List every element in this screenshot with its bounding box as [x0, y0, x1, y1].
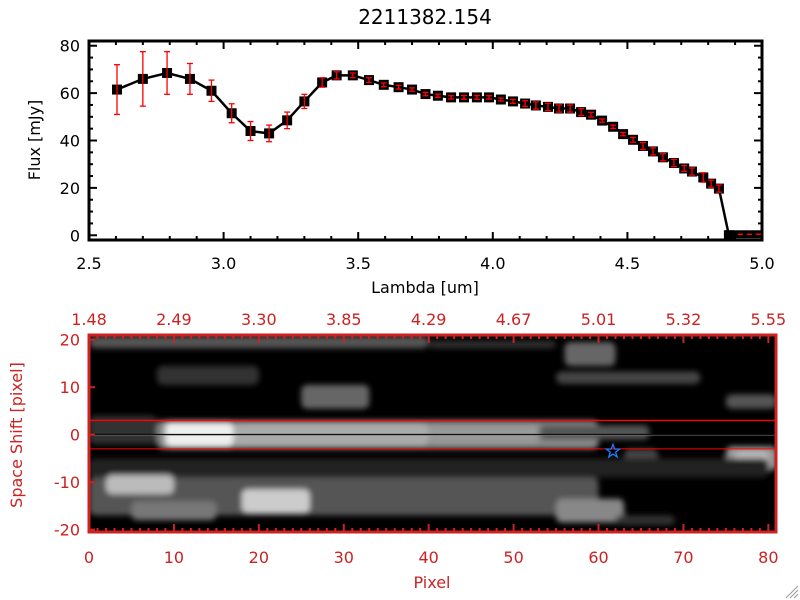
x-tick-label: 3.0: [211, 254, 236, 273]
emission-blob: [556, 371, 701, 384]
x-tick-label: 2.5: [76, 254, 101, 273]
data-point: [723, 230, 734, 241]
emission-blob: [89, 415, 157, 445]
x-tick-label: 20: [249, 548, 269, 567]
y-axis-label: Flux [mJy]: [25, 100, 44, 181]
x-tick-label: 0: [84, 548, 94, 567]
y-tick-label: -20: [54, 521, 80, 540]
emission-blob: [615, 515, 675, 525]
top-wavelength-tick-label: 2.49: [156, 310, 192, 329]
emission-blob: [564, 342, 616, 366]
emission-blob: [539, 425, 650, 440]
resize-grip-icon[interactable]: [785, 585, 799, 599]
x-tick-label: 30: [334, 548, 354, 567]
y-tick-label: 80: [60, 37, 80, 56]
x-tick-label: 70: [673, 548, 693, 567]
y-tick-label: -10: [54, 473, 80, 492]
chart-title: 2211382.154: [358, 5, 492, 29]
emission-blob: [131, 501, 217, 521]
source-star-icon: [604, 442, 622, 459]
emission-blob: [428, 340, 557, 349]
emission-blob: [725, 394, 776, 409]
x-tick-label: 3.5: [345, 254, 370, 273]
emission-blob: [156, 365, 259, 385]
y-tick-label: 20: [60, 331, 80, 350]
image-y-axis-label: Space Shift [pixel]: [7, 362, 26, 508]
x-tick-label: 5.0: [749, 254, 774, 273]
top-wavelength-tick-label: 4.29: [411, 310, 447, 329]
spectrum-plot: 2.5 3.0 3.5 4.0 4.5 5.0 0 20 40 60 80: [60, 37, 775, 273]
y-tick-label: 60: [60, 84, 80, 103]
top-wavelength-tick-label: 5.01: [581, 310, 617, 329]
emission-blob: [241, 489, 310, 514]
top-wavelength-tick-label: 3.30: [241, 310, 277, 329]
x-tick-label: 4.0: [480, 254, 505, 273]
emission-blob: [89, 458, 769, 478]
top-wavelength-tick-label: 5.32: [666, 310, 702, 329]
top-wavelength-tick-label: 4.67: [496, 310, 532, 329]
zero-flux-bar: [724, 230, 762, 239]
x-tick-label: 50: [503, 548, 523, 567]
x-tick-label: 40: [418, 548, 438, 567]
top-wavelength-tick-label: 3.85: [326, 310, 362, 329]
emission-blob: [89, 477, 599, 516]
x-tick-label: 60: [588, 548, 608, 567]
image-x-axis-label: Pixel: [413, 573, 450, 592]
emission-blob: [301, 384, 370, 409]
y-tick-label: 10: [60, 378, 80, 397]
y-tick-label: 0: [70, 426, 80, 445]
y-tick-label: 20: [60, 179, 80, 198]
y-tick-label: 40: [60, 132, 80, 151]
top-wavelength-tick-label: 1.48: [71, 310, 107, 329]
x-tick-label: 10: [164, 548, 184, 567]
emission-blob: [105, 475, 174, 495]
spectral-image-plot: 0 1.48 10 2.49 20 3.30 30 3.85 40 4.29 50 4.67 60 5.0…: [54, 310, 786, 567]
y-tick-label: 0: [70, 226, 80, 245]
x-tick-label: 80: [758, 548, 778, 567]
emission-blob: [556, 498, 624, 523]
x-axis-label: Lambda [um]: [371, 278, 479, 297]
top-wavelength-tick-label: 5.55: [751, 310, 787, 329]
x-tick-label: 4.5: [615, 254, 640, 273]
image-frame: [87, 333, 778, 534]
